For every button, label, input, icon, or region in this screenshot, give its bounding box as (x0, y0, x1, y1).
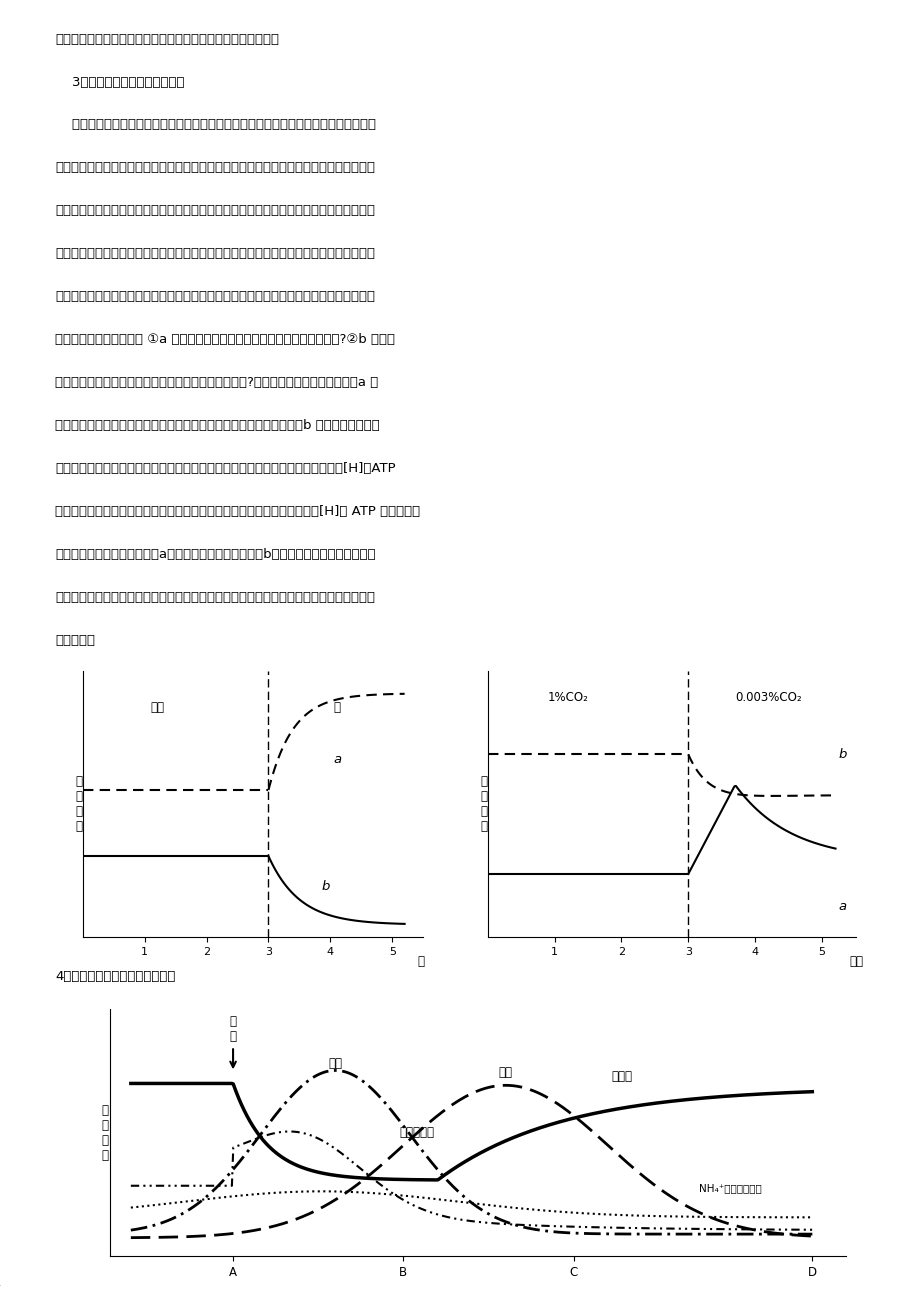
Text: 4．联想相关知识，培养推导能力: 4．联想相关知识，培养推导能力 (55, 970, 176, 983)
Text: 0.003%CO₂: 0.003%CO₂ (734, 691, 801, 704)
Text: 图形表达意思不同，形状相似容易混淆的图像题放在一起比较，教会学生分清不同的已知条: 图形表达意思不同，形状相似容易混淆的图像题放在一起比较，教会学生分清不同的已知条 (55, 247, 375, 260)
Text: b: b (838, 747, 846, 760)
Text: 1%CO₂: 1%CO₂ (547, 691, 587, 704)
Text: 碳化合物积累多。因此，判断a为三碳化合物，同理可判断b为五碳化合物。解决这一题的: 碳化合物积累多。因此，判断a为三碳化合物，同理可判断b为五碳化合物。解决这一题的 (55, 548, 376, 561)
Y-axis label: 物
质
的
量: 物 质 的 量 (75, 775, 82, 833)
Text: 反应中，五碳化合物与二氧化碳反应形成三碳化合物，三碳化合物与光反应产生的[H]和ATP: 反应中，五碳化合物与二氧化碳反应形成三碳化合物，三碳化合物与光反应产生的[H]和… (55, 462, 395, 475)
Text: a: a (838, 901, 846, 914)
Text: 进行推理。: 进行推理。 (55, 634, 95, 647)
Text: 溶解氧: 溶解氧 (610, 1070, 631, 1083)
Y-axis label: 相
对
数
值: 相 对 数 值 (101, 1104, 108, 1161)
Text: 质在有光照时不变，无光照时上升，二氧化碳浓度降低时其含量下降；b 物质则相反，在暗: 质在有光照时不变，无光照时上升，二氧化碳浓度降低时其含量下降；b 物质则相反，在… (55, 419, 380, 432)
Text: 分析比较就是对相似事物的各个特征进行对比，找出相同点和不同点，从而加深对问题: 分析比较就是对相似事物的各个特征进行对比，找出相同点和不同点，从而加深对问题 (55, 118, 376, 132)
Text: 题得出氧气产量，再配合光合作用方程式计算出葡萄糖产生量。: 题得出氧气产量，再配合光合作用方程式计算出葡萄糖产生量。 (55, 33, 278, 46)
Text: 光照: 光照 (150, 700, 164, 713)
Text: 时: 时 (416, 956, 424, 969)
Text: b: b (321, 880, 329, 893)
Text: 反应生成五碳化合物，二氧化碳合物减少了，三碳化合物减少。而无光照时[H]和 ATP 减少，则三: 反应生成五碳化合物，二氧化碳合物减少了，三碳化合物减少。而无光照时[H]和 AT… (55, 505, 420, 518)
Text: a: a (333, 753, 341, 766)
Text: 细菌: 细菌 (328, 1057, 342, 1070)
Text: 藻类: 藻类 (498, 1066, 512, 1079)
Text: 时间: 时间 (848, 956, 862, 969)
Text: 3．用图像比较，找出不同特征: 3．用图像比较，找出不同特征 (55, 76, 185, 89)
Text: 的理解和本质特征的认识。比较是教学中常用的方法。通过比较使学生认清知识间的区别和: 的理解和本质特征的认识。比较是教学中常用的方法。通过比较使学生认清知识间的区别和 (55, 161, 375, 174)
Text: 物质，在二氧化碳浓度降低时其迅速上升的原因是什么?通过对图形的分析比较得知：a 物: 物质，在二氧化碳浓度降低时其迅速上升的原因是什么?通过对图形的分析比较得知：a … (55, 376, 378, 389)
Text: NH₄⁺等无机盐离子: NH₄⁺等无机盐离子 (698, 1184, 761, 1194)
Text: 河流方向→: 河流方向→ (0, 1279, 1, 1292)
Y-axis label: 物
质
的
量: 物 质 的 量 (480, 775, 486, 833)
Text: 关键就是要分析比较两图的条件变化，前图是光，后图是二氧化碳，再结合光合作用的知识: 关键就是要分析比较两图的条件变化，前图是光，后图是二氧化碳，再结合光合作用的知识 (55, 591, 375, 604)
Text: 件，找出不同特征解决不同问题。例如已知条件为光合作用暗反应的有关化合物数量变化曲: 件，找出不同特征解决不同问题。例如已知条件为光合作用暗反应的有关化合物数量变化曲 (55, 290, 375, 303)
Text: 含碳有机物: 含碳有机物 (399, 1125, 434, 1138)
Text: 污
水: 污 水 (230, 1014, 236, 1043)
Text: 暗: 暗 (333, 700, 340, 713)
Text: 线如下图所示，要求判断 ①a 是什么物质，无光照时其迅速上升的原因是什么?②b 是什么: 线如下图所示，要求判断 ①a 是什么物质，无光照时其迅速上升的原因是什么?②b … (55, 333, 395, 346)
Text: 联系，把所学知识系统化和理论化，从而达到掌握知识的目的。教学中可把知识点相同，而: 联系，把所学知识系统化和理论化，从而达到掌握知识的目的。教学中可把知识点相同，而 (55, 204, 375, 217)
